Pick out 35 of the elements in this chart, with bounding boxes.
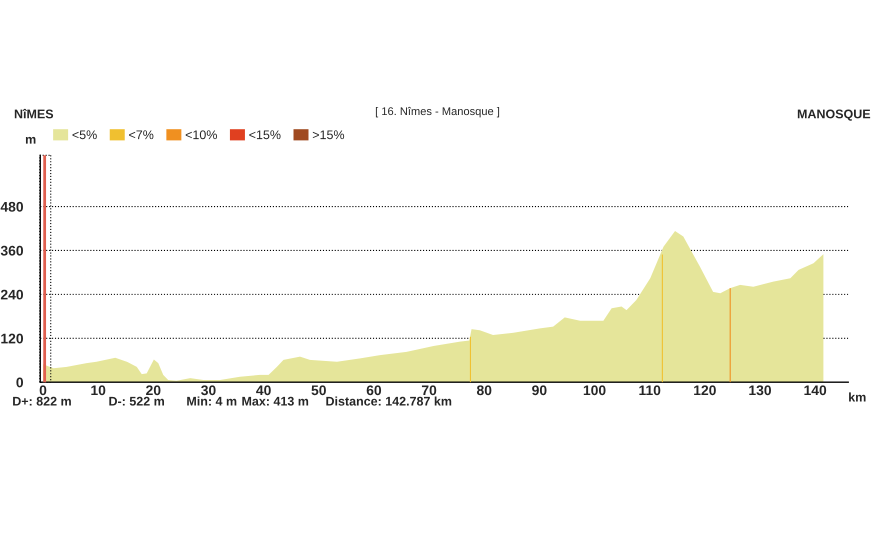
y-tick-label: 480 (0, 202, 24, 212)
x-tick-label: 10 (91, 385, 106, 396)
text: Distance: 142.787 km (326, 396, 452, 406)
text: Max: 413 m (242, 396, 308, 406)
x-tick-label: 60 (366, 385, 382, 396)
x-tick-label: 30 (201, 385, 216, 396)
legend-label: <10% (186, 130, 217, 140)
y-tick-label: 360 (0, 246, 24, 256)
x-tick-label: 70 (422, 385, 436, 396)
x-tick-label: 0 (40, 385, 46, 396)
x-tick-label: 50 (311, 385, 326, 396)
x-tick-label: 140 (804, 385, 826, 396)
chart-title: [ 16. Nîmes - Manosque ] (376, 106, 500, 118)
text: D-: 522 m (109, 396, 164, 406)
y-axis-title: m (26, 136, 36, 144)
text: NîMES (14, 108, 54, 118)
x-axis-title: km (849, 392, 866, 402)
legend-label: <15% (249, 130, 281, 140)
legend-label: <7% (129, 130, 154, 140)
text: MANOSQUE (798, 110, 870, 121)
x-tick-label: 20 (146, 385, 160, 396)
x-tick-label: 90 (532, 385, 547, 396)
text: D+: 822 m (13, 396, 71, 406)
x-tick-label: 80 (476, 385, 492, 396)
y-tick-label: 240 (0, 290, 24, 300)
y-tick-label: 120 (1, 334, 24, 344)
x-tick-label: 100 (584, 385, 606, 396)
x-tick-label: 110 (639, 385, 660, 396)
legend-label: >15% (312, 130, 344, 140)
x-tick-label: 40 (256, 385, 271, 396)
y-tick-label: 0 (16, 378, 24, 388)
legend-label: <5% (72, 130, 97, 140)
x-tick-label: 120 (694, 385, 716, 396)
text: Min: 4 m (187, 396, 236, 406)
x-tick-label: 130 (749, 385, 771, 396)
